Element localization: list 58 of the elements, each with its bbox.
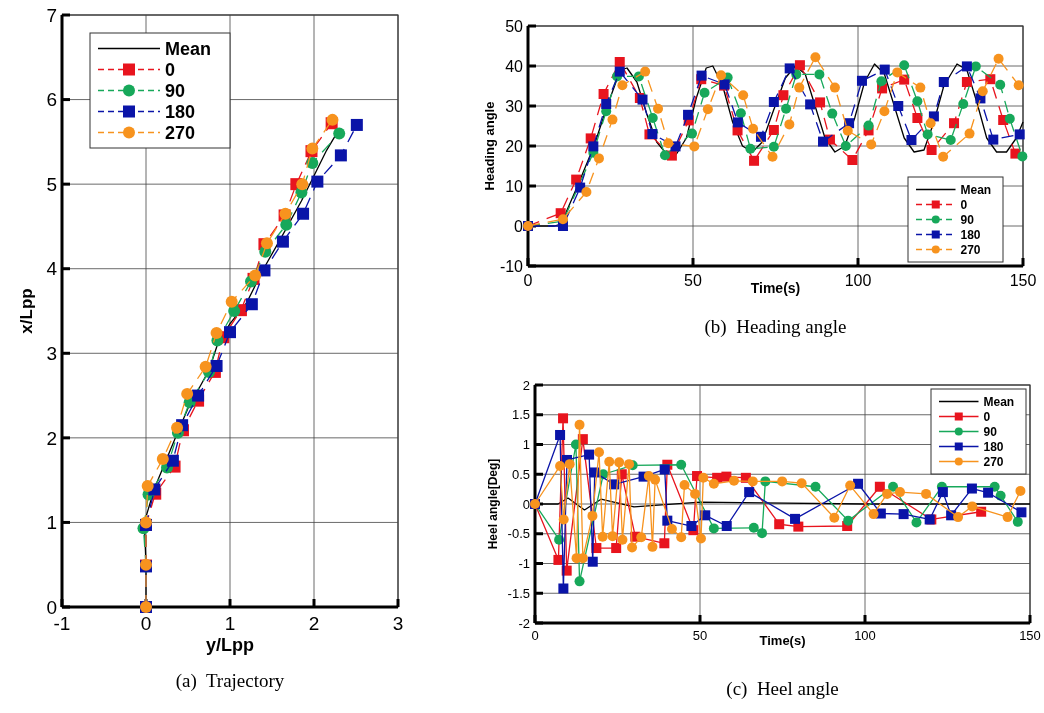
legend-label: 90 xyxy=(165,80,186,101)
legend-label: Mean xyxy=(960,182,992,197)
y-tick-label: -2 xyxy=(518,615,530,631)
y-tick-label: 3 xyxy=(46,342,57,364)
x-tick-label: 100 xyxy=(854,628,876,643)
legend-label: 0 xyxy=(165,59,176,80)
y-tick-label: 7 xyxy=(46,4,57,26)
legend-label: 270 xyxy=(983,454,1004,469)
y-tick-label: 1 xyxy=(522,437,530,453)
x-tick-label: 1 xyxy=(224,613,236,634)
y-tick-label: -0.5 xyxy=(507,526,530,542)
legend-label: Mean xyxy=(983,394,1015,409)
x-axis-title: Time(s) xyxy=(759,633,806,649)
y-tick-label: -10 xyxy=(499,257,524,275)
y-tick-label: 40 xyxy=(505,57,524,75)
x-tick-label: 0 xyxy=(140,613,152,634)
x-axis-title: y/Lpp xyxy=(206,634,254,655)
y-tick-label: 50 xyxy=(505,17,524,35)
y-tick-label: 2 xyxy=(46,427,57,449)
y-axis-title: Heel angle[Deg] xyxy=(486,458,500,550)
y-tick-label: 10 xyxy=(505,177,524,195)
x-tick-label: 3 xyxy=(392,613,404,634)
legend-label: 270 xyxy=(960,242,981,257)
x-tick-label: 50 xyxy=(692,628,708,643)
y-tick-label: 0 xyxy=(522,496,530,512)
x-axis-title: Time(s) xyxy=(750,280,801,297)
x-tick-label: 100 xyxy=(844,272,872,289)
legend-label: 180 xyxy=(960,227,981,242)
y-tick-label: 0 xyxy=(46,596,57,618)
legend-label: 270 xyxy=(165,122,196,143)
legend-label: 0 xyxy=(983,409,991,424)
y-tick-label: 30 xyxy=(505,97,524,115)
legend-label: 90 xyxy=(960,212,975,227)
y-tick-label: 5 xyxy=(46,173,57,195)
legend-label: 180 xyxy=(983,439,1004,454)
y-tick-label: -1.5 xyxy=(507,585,530,601)
x-tick-label: 150 xyxy=(1009,272,1037,289)
y-tick-label: 6 xyxy=(46,89,57,111)
legend-label: Mean xyxy=(165,38,212,59)
legend-label: 0 xyxy=(960,197,968,212)
y-tick-label: 1.5 xyxy=(511,407,530,423)
x-tick-label: 50 xyxy=(684,272,702,289)
y-tick-label: 0.5 xyxy=(511,466,530,482)
x-tick-label: 150 xyxy=(1019,628,1041,643)
legend-label: 180 xyxy=(165,101,196,122)
text: (b) Heading angle xyxy=(704,316,847,338)
y-tick-label: 2 xyxy=(522,377,530,393)
text: (c) Heel angle xyxy=(726,678,839,700)
y-axis-title: Heading angle xyxy=(482,101,497,191)
legend-label: 90 xyxy=(983,424,998,439)
x-tick-label: 2 xyxy=(308,613,320,634)
y-tick-label: -1 xyxy=(518,556,530,572)
y-tick-label: 1 xyxy=(46,512,57,534)
text: (a) Trajectory xyxy=(175,670,285,692)
y-tick-label: 0 xyxy=(514,217,524,235)
y-axis-title: x/Lpp xyxy=(17,288,36,334)
y-tick-label: 20 xyxy=(505,137,524,155)
y-tick-label: 4 xyxy=(46,258,58,280)
